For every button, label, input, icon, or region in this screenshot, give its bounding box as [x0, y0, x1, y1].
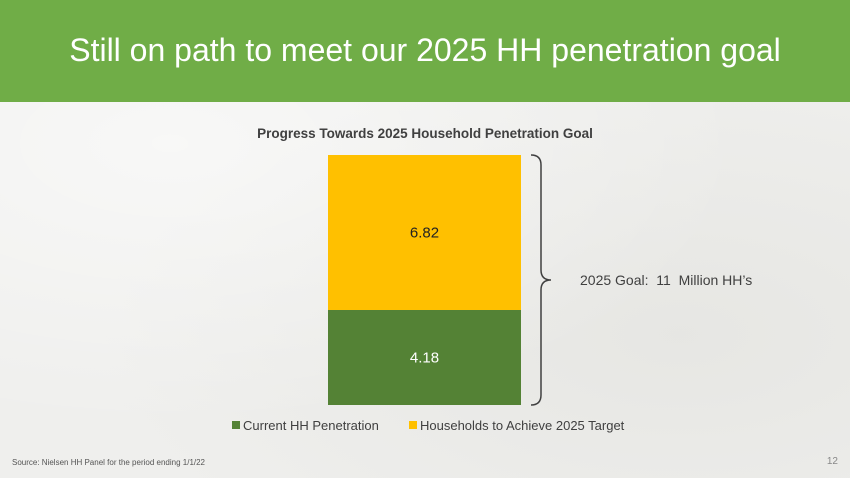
slide-number: 12	[826, 456, 838, 467]
legend: Current HH Penetration Households to Achi…	[232, 418, 625, 433]
data-label-remaining: 6.82	[410, 225, 439, 242]
slide-title: Still on path to meet our 2025 HH penetr…	[69, 32, 781, 68]
bar-segment-current	[328, 310, 521, 405]
legend-label-current: Current HH Penetration	[243, 418, 379, 433]
bar-segment-remaining	[328, 155, 521, 310]
data-label-current: 4.18	[410, 350, 439, 367]
legend-swatch-remaining	[409, 421, 417, 429]
source-note: Source: Nielsen HH Panel for the period …	[12, 458, 206, 467]
goal-annotation: 2025 Goal: 11 Million HH’s	[580, 272, 752, 288]
stacked-bar: 4.18 6.82	[328, 155, 521, 405]
chart-title: Progress Towards 2025 Household Penetrat…	[257, 126, 593, 141]
legend-swatch-current	[232, 421, 240, 429]
goal-brace	[530, 154, 552, 406]
header-bar	[0, 0, 850, 102]
legend-label-remaining: Households to Achieve 2025 Target	[420, 418, 625, 433]
